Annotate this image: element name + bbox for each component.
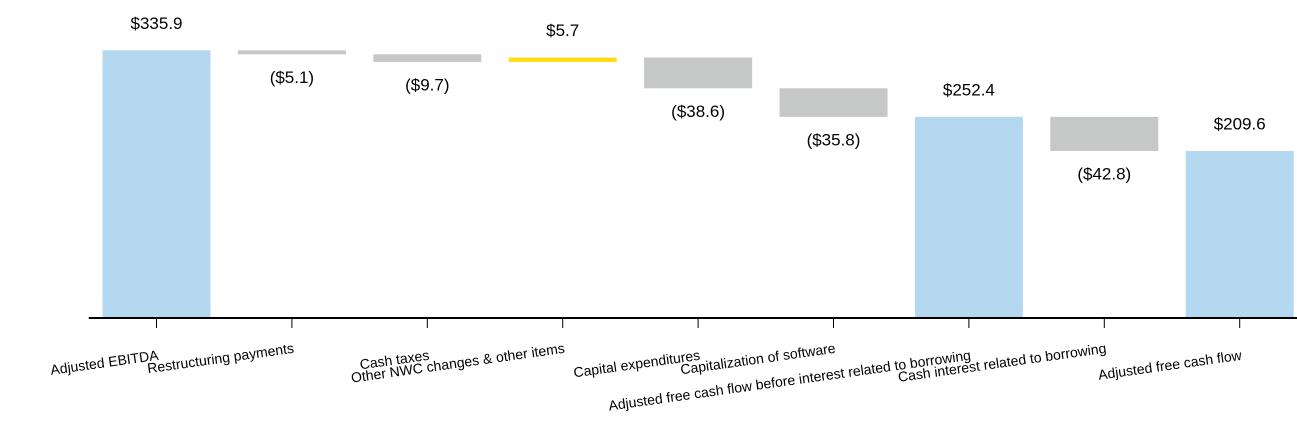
bar xyxy=(373,54,482,63)
data-label: $5.7 xyxy=(546,21,579,40)
data-label: ($35.8) xyxy=(807,130,861,149)
x-tick-label: Restructuring payments xyxy=(146,340,295,376)
x-tick-label: Adjusted EBITDA xyxy=(49,347,160,378)
data-label: $209.6 xyxy=(1214,114,1266,133)
data-label: ($42.8) xyxy=(1077,164,1131,183)
data-label: $252.4 xyxy=(943,80,995,99)
bar xyxy=(1050,116,1159,151)
data-label: ($5.1) xyxy=(270,68,314,87)
bar xyxy=(508,57,617,63)
data-label: $335.9 xyxy=(131,14,183,33)
x-tick-label: Adjusted free cash flow xyxy=(1097,347,1243,383)
bar xyxy=(102,50,211,318)
data-label: ($9.7) xyxy=(405,76,449,95)
bar xyxy=(237,50,346,55)
bar xyxy=(644,57,753,89)
bar xyxy=(779,88,888,117)
bar xyxy=(914,116,1023,318)
bar xyxy=(1185,150,1294,318)
data-label: ($38.6) xyxy=(671,102,725,121)
